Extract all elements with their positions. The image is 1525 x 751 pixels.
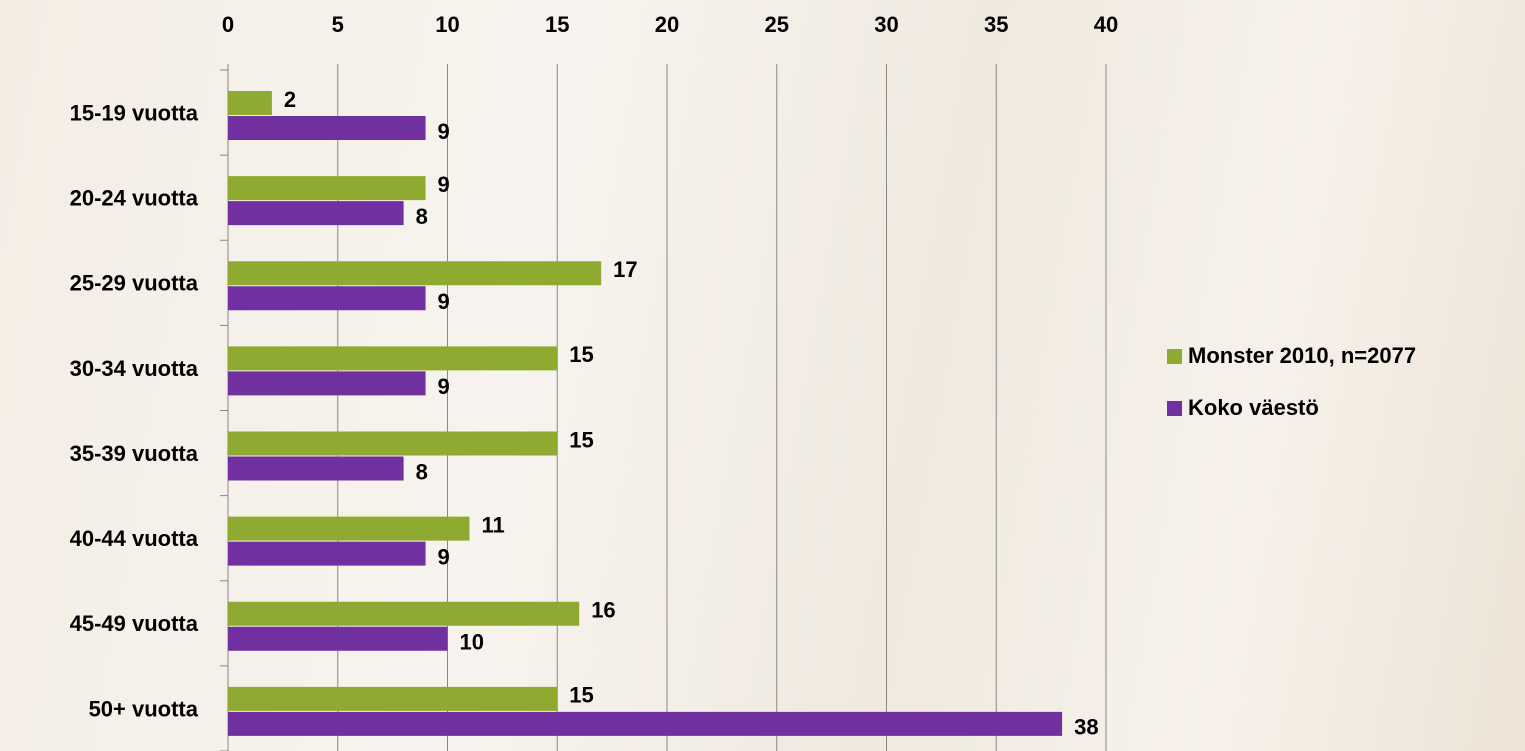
data-label: 38 (1074, 715, 1098, 740)
x-tick-label: 30 (874, 12, 898, 37)
bar (228, 371, 426, 395)
bar (228, 602, 579, 626)
legend-swatch (1167, 401, 1182, 416)
data-label: 9 (438, 374, 450, 399)
bar (228, 201, 404, 225)
data-label: 15 (569, 427, 593, 452)
y-tick-label: 45-49 vuotta (70, 611, 199, 636)
x-tick-label: 10 (435, 12, 459, 37)
bar (228, 286, 426, 310)
legend-label: Koko väestö (1188, 395, 1319, 420)
data-label: 9 (438, 544, 450, 569)
data-label: 9 (438, 119, 450, 144)
legend-swatch (1167, 349, 1182, 364)
y-tick-label: 50+ vuotta (89, 696, 199, 721)
bar (228, 116, 426, 140)
bar (228, 712, 1062, 736)
y-tick-label: 40-44 vuotta (70, 526, 199, 551)
y-tick-label: 20-24 vuotta (70, 186, 199, 211)
data-label: 16 (591, 598, 615, 623)
data-label: 15 (569, 683, 593, 708)
bar (228, 627, 448, 651)
x-tick-label: 5 (332, 12, 344, 37)
chart: 0 5 10 15 20 25 30 35 40 15-19 vuotta 2 9 20-24 vuot… (0, 0, 1525, 751)
x-tick-label: 40 (1094, 12, 1118, 37)
x-tick-label: 15 (545, 12, 569, 37)
y-tick-label: 30-34 vuotta (70, 356, 199, 381)
legend-label: Monster 2010, n=2077 (1188, 343, 1416, 368)
x-tick-label: 20 (655, 12, 679, 37)
bar (228, 687, 557, 711)
data-label: 17 (613, 257, 637, 282)
data-label: 15 (569, 342, 593, 367)
x-tick-label: 0 (222, 12, 234, 37)
bar (228, 91, 272, 115)
data-label: 9 (438, 172, 450, 197)
data-label: 8 (416, 459, 428, 484)
bar (228, 432, 557, 456)
data-label: 11 (481, 512, 504, 537)
data-label: 10 (460, 630, 484, 655)
bar (228, 542, 426, 566)
x-tick-label: 35 (984, 12, 1008, 37)
x-tick-label: 25 (765, 12, 789, 37)
bar (228, 346, 557, 370)
y-tick-label: 25-29 vuotta (70, 271, 199, 296)
data-label: 9 (438, 289, 450, 314)
data-label: 2 (284, 87, 296, 112)
bar (228, 176, 426, 200)
bar (228, 517, 469, 541)
bar (228, 457, 404, 481)
y-tick-label: 35-39 vuotta (70, 441, 199, 466)
data-label: 8 (416, 204, 428, 229)
y-tick-label: 15-19 vuotta (70, 100, 199, 125)
bar (228, 261, 601, 285)
